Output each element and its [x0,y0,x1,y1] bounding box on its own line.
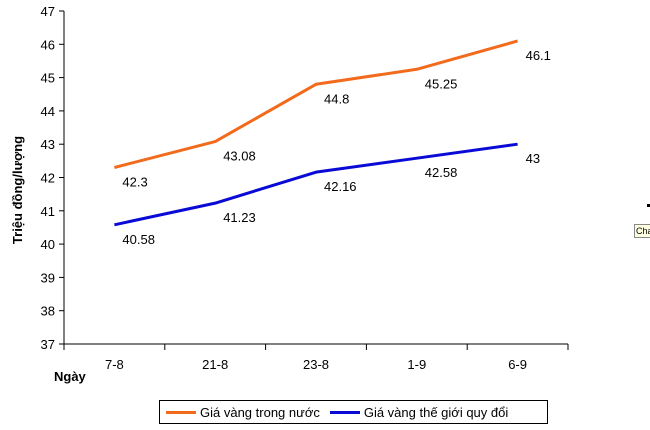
x-tick-label: 7-8 [105,357,124,372]
y-tick-label: 44 [41,104,55,119]
legend-label-world: Giá vàng thế giới quy đổi [363,404,509,420]
legend-swatch-world [329,410,360,414]
chart-series [114,39,519,227]
legend-item-domestic: Giá vàng trong nước [166,405,320,420]
x-tick-label: 21-8 [202,357,228,372]
data-label: 43 [526,151,540,166]
legend-item-world: Giá vàng thế giới quy đổi [329,404,509,420]
chart-tooltip: Cha [634,224,650,238]
y-tick-label: 47 [41,4,55,19]
y-axis-title: Triệu đồng/lượng [10,136,25,244]
series-line-domestic [114,39,519,169]
y-tick-label: 40 [41,237,55,252]
x-axis-title: Ngày [54,369,87,384]
y-tick-label: 38 [41,304,55,319]
x-tick-label: 6-9 [508,357,527,372]
chart-axes: 37 38 39 40 41 42 43 44 45 46 47 7-8 21-8 23-8 1-9 6-9 [41,4,569,372]
legend-label-domestic: Giá vàng trong nước [200,404,320,420]
chart-legend: Giá vàng trong nước Giá vàng thế giới qu… [159,400,548,424]
y-tick-label: 45 [41,71,55,86]
x-tick-label: 23-8 [303,357,329,372]
data-label: 46.1 [526,48,551,63]
y-tick-label: 39 [41,270,55,285]
legend-swatch-domestic [166,410,196,414]
y-tick-label: 37 [41,337,55,352]
data-label: 42.3 [122,175,147,190]
data-label: 45.25 [425,76,458,91]
data-label: 41.23 [223,210,256,225]
y-tick-label: 42 [41,171,55,186]
x-tick-label: 1-9 [407,357,426,372]
series-line-world [114,142,518,227]
y-tick-label: 43 [41,137,55,152]
y-tick-label: 41 [41,204,55,219]
data-label: 43.08 [223,149,256,164]
chart-data-labels: 42.3 43.08 44.8 45.25 46.1 40.58 41.23 42.16 42.… [122,48,551,247]
data-label: 40.58 [122,232,155,247]
data-label: 42.16 [324,179,357,194]
data-label: 42.58 [425,165,458,180]
edge-marker [647,204,650,207]
data-label: 44.8 [324,91,349,106]
y-tick-label: 46 [41,37,55,52]
